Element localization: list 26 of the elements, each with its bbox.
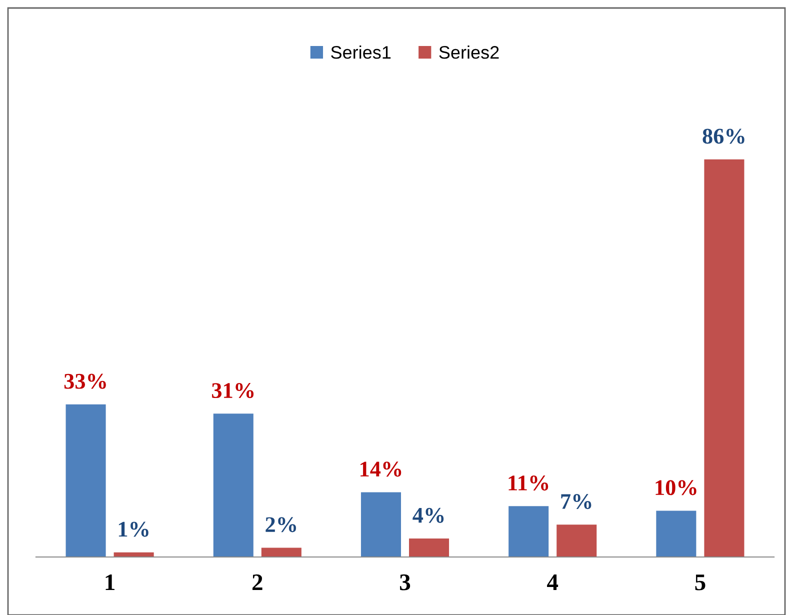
bar [66, 404, 106, 557]
data-label: 4% [412, 508, 444, 523]
data-label: 11% [508, 476, 548, 491]
data-label: 1% [118, 522, 148, 537]
legend-label: Series2 [439, 46, 499, 59]
data-label: 31% [212, 383, 254, 398]
bar [508, 506, 549, 557]
x-tick-label: 3 [400, 574, 410, 590]
bar [409, 538, 450, 557]
data-label: 14% [360, 462, 402, 477]
data-label: 7% [561, 494, 592, 510]
x-tick-label: 2 [252, 574, 262, 590]
bar [213, 414, 254, 557]
bar [704, 159, 744, 557]
x-tick-label: 5 [695, 574, 706, 590]
bar [360, 492, 401, 557]
x-tick-label: 1 [106, 574, 114, 590]
data-label: 2% [266, 517, 296, 532]
data-label: 86% [702, 128, 744, 144]
x-tick-label: 4 [547, 574, 558, 590]
data-label: 10% [656, 480, 696, 496]
data-label: 33% [64, 374, 106, 389]
bar [656, 510, 696, 557]
legend-label: Series1 [331, 46, 391, 59]
bar [261, 548, 302, 557]
bar [556, 524, 597, 557]
